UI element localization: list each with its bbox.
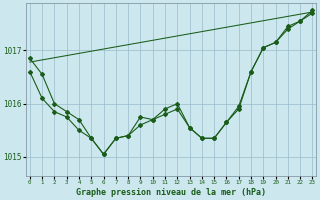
X-axis label: Graphe pression niveau de la mer (hPa): Graphe pression niveau de la mer (hPa) (76, 188, 266, 197)
